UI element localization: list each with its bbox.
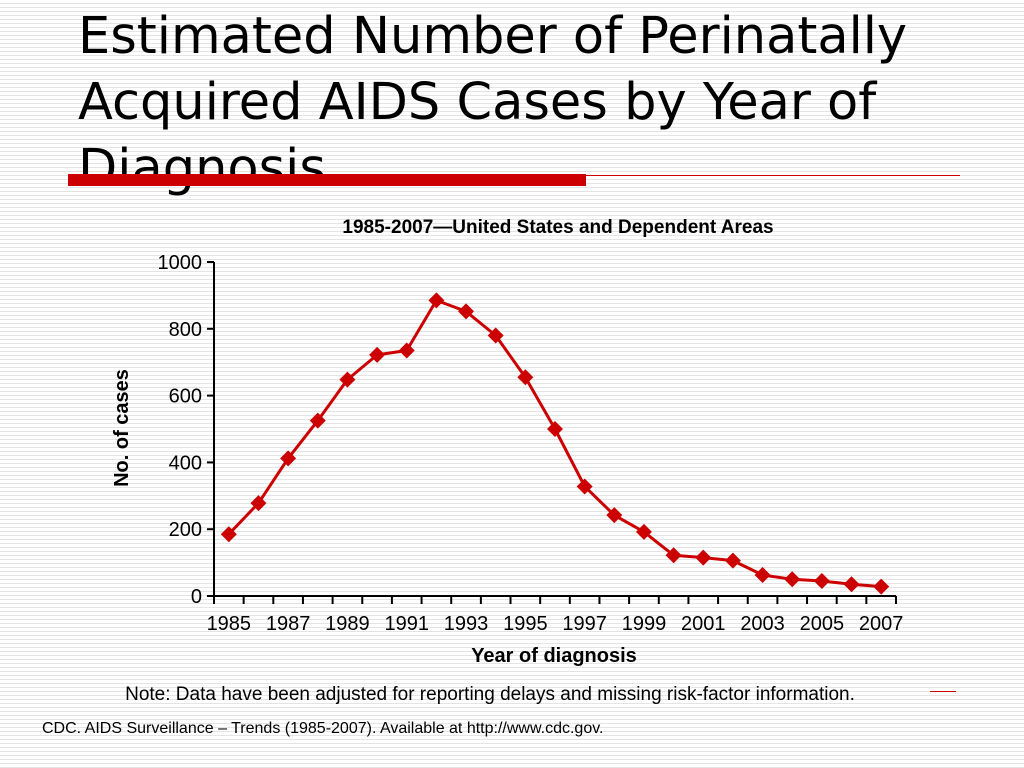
data-point <box>635 523 652 540</box>
data-point <box>250 495 267 512</box>
y-tick-label: 1000 <box>158 252 203 274</box>
x-tick-label: 1991 <box>384 613 429 635</box>
y-tick-label: 200 <box>169 519 202 541</box>
data-point <box>547 421 563 437</box>
chart-title: 1985-2007—United States and Dependent Ar… <box>342 217 773 238</box>
data-point <box>576 478 593 495</box>
data-point <box>487 327 504 344</box>
x-tick-label: 1989 <box>325 613 370 635</box>
x-tick-label: 1999 <box>622 613 667 635</box>
x-tick-label: 2003 <box>740 613 785 635</box>
data-point <box>695 549 712 566</box>
data-point <box>220 526 237 543</box>
x-axis-label: Year of diagnosis <box>471 645 637 667</box>
data-point <box>398 342 415 359</box>
x-tick-label: 2005 <box>800 613 845 635</box>
title-accent-line <box>586 175 960 176</box>
x-tick-label: 1995 <box>503 613 548 635</box>
footer-accent-line <box>930 691 956 692</box>
data-point <box>309 412 326 429</box>
x-tick-label: 2001 <box>681 613 726 635</box>
x-tick-label: 1987 <box>266 613 311 635</box>
y-tick-label: 600 <box>169 386 202 408</box>
y-axis-label: No. of cases <box>111 369 133 487</box>
data-point <box>428 292 445 309</box>
x-tick-label: 2007 <box>859 613 904 635</box>
series-line <box>227 298 882 589</box>
source-citation: CDC. AIDS Surveillance – Trends (1985-20… <box>42 720 604 737</box>
data-point <box>339 371 356 388</box>
data-point <box>754 566 771 583</box>
data-point <box>873 578 890 595</box>
title-accent-bar <box>68 174 586 186</box>
data-point <box>784 571 801 588</box>
y-tick-label: 800 <box>169 319 202 341</box>
data-point <box>458 303 475 320</box>
data-point <box>843 576 860 593</box>
x-tick-label: 1993 <box>444 613 489 635</box>
data-point <box>724 552 741 569</box>
data-point <box>606 507 623 524</box>
x-tick-label: 1985 <box>207 613 252 635</box>
y-tick-label: 400 <box>169 452 202 474</box>
data-point <box>517 369 534 386</box>
data-point <box>280 450 297 467</box>
y-tick-label: 0 <box>191 586 202 608</box>
slide-title: Estimated Number of Perinatally Acquired… <box>78 7 908 198</box>
chart-note: Note: Data have been adjusted for report… <box>125 684 855 705</box>
x-tick-label: 1997 <box>562 613 607 635</box>
data-point <box>813 572 830 589</box>
data-point <box>369 346 386 363</box>
data-point <box>665 547 682 564</box>
